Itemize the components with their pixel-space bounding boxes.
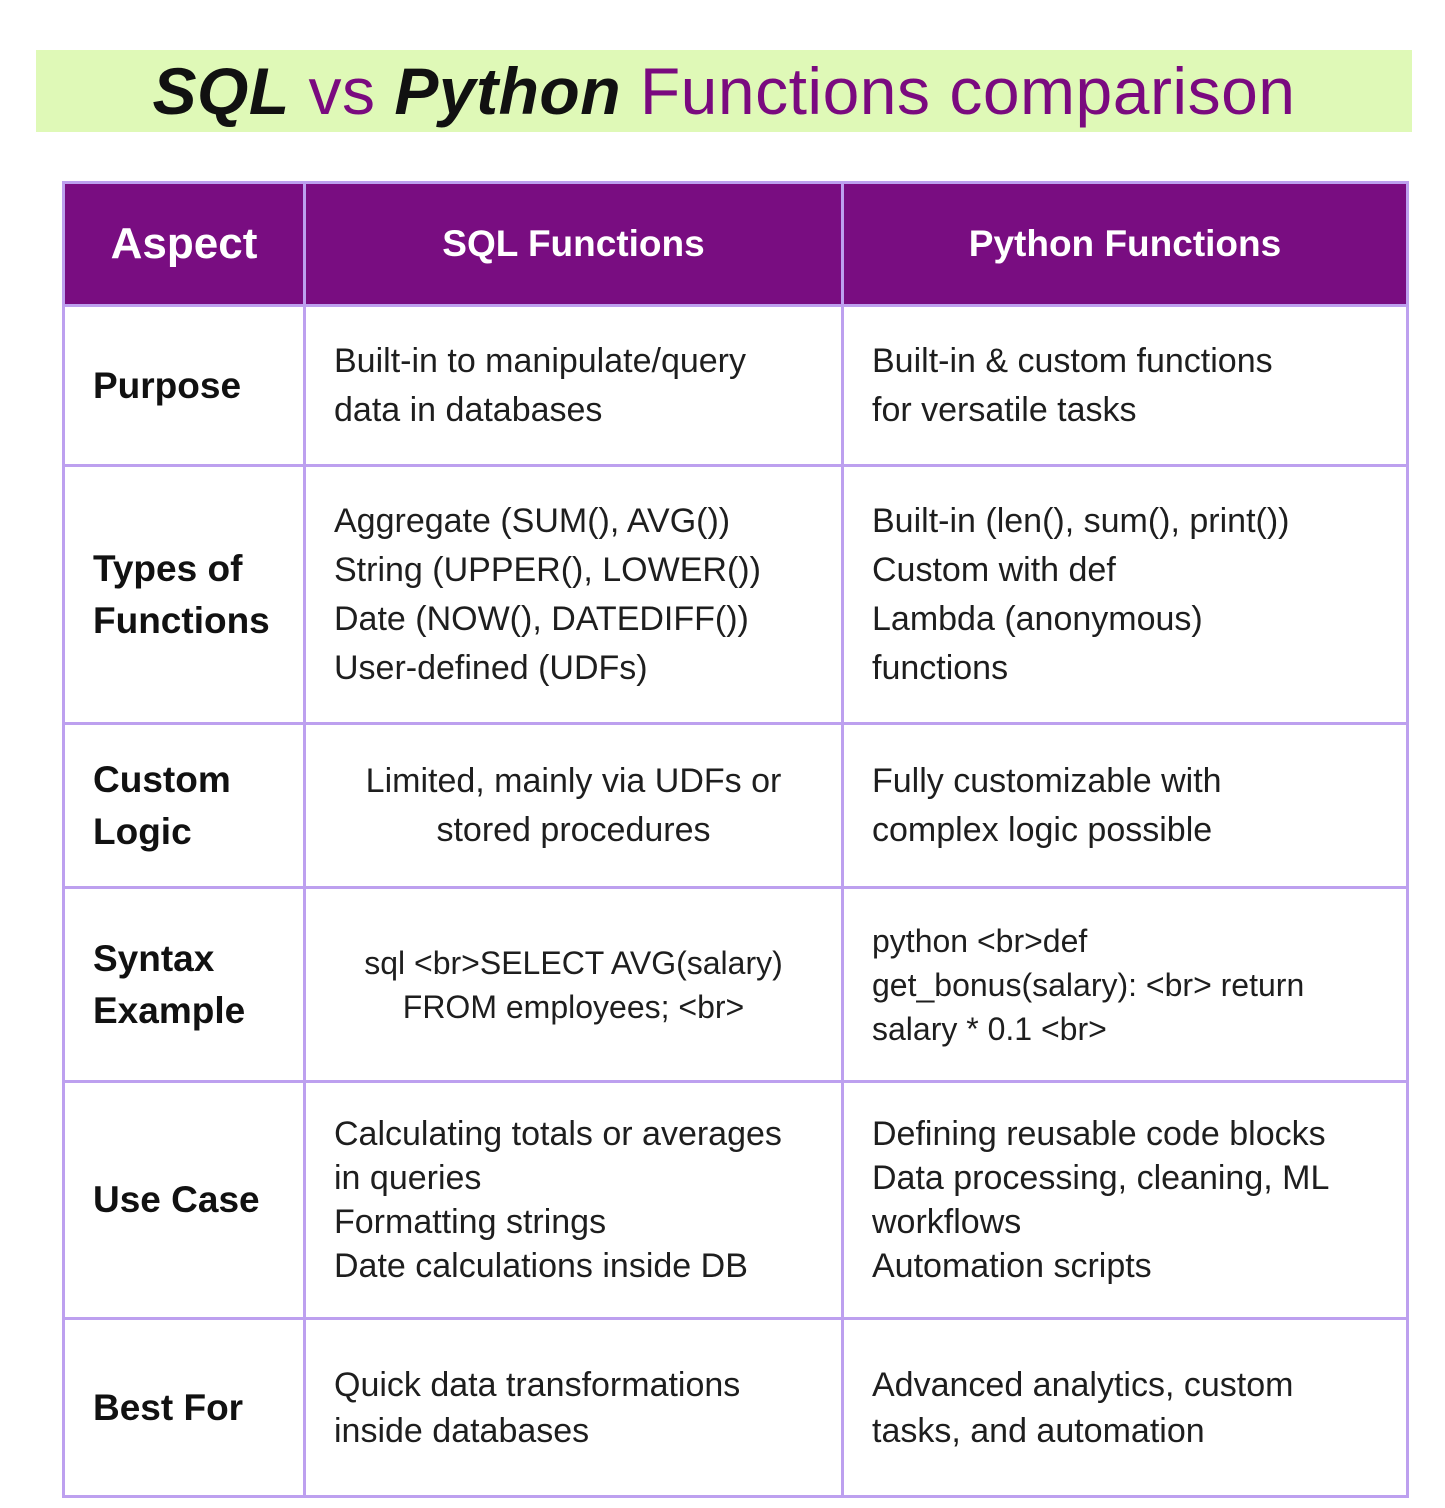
python-text: Lambda (anonymous): [872, 599, 1203, 638]
table-row: Use Case Calculating totals or averages …: [62, 1080, 1409, 1320]
sql-text: Quick data transformations: [334, 1365, 741, 1404]
python-text: functions: [872, 648, 1009, 687]
sql-text: Limited, mainly via UDFs or: [365, 761, 782, 800]
table-header-row: Aspect SQL Functions Python Functions: [62, 181, 1409, 307]
python-text: Custom with def: [872, 550, 1116, 589]
sql-cell: Calculating totals or averages in querie…: [303, 1080, 844, 1320]
sql-text: User-defined (UDFs): [334, 648, 648, 687]
python-cell: python <br>def get_bonus(salary): <br> r…: [841, 886, 1409, 1083]
aspect-label: Best For: [93, 1386, 244, 1428]
python-text: complex logic possible: [872, 810, 1213, 849]
sql-text: in queries: [334, 1159, 482, 1197]
title-rest: Functions comparison: [621, 54, 1296, 128]
python-text: Defining reusable code blocks: [872, 1115, 1326, 1153]
aspect-label: Functions: [93, 599, 270, 641]
aspect-label: Example: [93, 989, 246, 1031]
table-row: Best For Quick data transformations insi…: [62, 1317, 1409, 1498]
python-text: Advanced analytics, custom: [872, 1365, 1294, 1404]
python-text: for versatile tasks: [872, 390, 1137, 429]
aspect-label: Custom: [93, 758, 231, 800]
python-cell: Defining reusable code blocks Data proce…: [841, 1080, 1409, 1320]
python-cell: Advanced analytics, custom tasks, and au…: [841, 1317, 1409, 1498]
python-text: Fully customizable with: [872, 761, 1222, 800]
sql-text: Built-in to manipulate/query: [334, 341, 747, 380]
table-row: Custom Logic Limited, mainly via UDFs or…: [62, 722, 1409, 889]
aspect-cell: Custom Logic: [62, 722, 306, 889]
sql-text: stored procedures: [436, 810, 711, 849]
table-row: Syntax Example sql <br>SELECT AVG(salary…: [62, 886, 1409, 1083]
sql-text: inside databases: [334, 1411, 590, 1450]
header-sql-functions: SQL Functions: [303, 181, 844, 307]
sql-code: sql <br>SELECT AVG(salary): [364, 944, 783, 981]
aspect-cell: Use Case: [62, 1080, 306, 1320]
python-text: tasks, and automation: [872, 1411, 1205, 1450]
sql-cell: sql <br>SELECT AVG(salary) FROM employee…: [303, 886, 844, 1083]
aspect-label: Purpose: [93, 364, 242, 406]
sql-cell: Limited, mainly via UDFs or stored proce…: [303, 722, 844, 889]
sql-text: String (UPPER(), LOWER()): [334, 550, 761, 589]
sql-text: Calculating totals or averages: [334, 1115, 782, 1153]
title-vs: vs: [289, 54, 395, 128]
title-python: Python: [394, 54, 622, 128]
python-text: Automation scripts: [872, 1247, 1152, 1285]
sql-text: Date calculations inside DB: [334, 1247, 748, 1285]
page-title: SQL vs Python Functions comparison: [153, 58, 1296, 124]
aspect-cell: Best For: [62, 1317, 306, 1498]
aspect-cell: Purpose: [62, 304, 306, 467]
python-code: get_bonus(salary): <br> return: [872, 966, 1305, 1003]
table-row: Types of Functions Aggregate (SUM(), AVG…: [62, 464, 1409, 725]
sql-text: Formatting strings: [334, 1203, 607, 1241]
python-text: Data processing, cleaning, ML: [872, 1159, 1330, 1197]
aspect-label: Types of: [93, 547, 243, 589]
sql-text: Date (NOW(), DATEDIFF()): [334, 599, 749, 638]
title-banner: SQL vs Python Functions comparison: [36, 50, 1412, 132]
sql-text: Aggregate (SUM(), AVG()): [334, 501, 731, 540]
table-row: Purpose Built-in to manipulate/query dat…: [62, 304, 1409, 467]
sql-text: data in databases: [334, 390, 603, 429]
python-cell: Fully customizable with complex logic po…: [841, 722, 1409, 889]
sql-cell: Built-in to manipulate/query data in dat…: [303, 304, 844, 467]
python-text: Built-in (len(), sum(), print()): [872, 501, 1290, 540]
python-code: salary * 0.1 <br>: [872, 1010, 1107, 1047]
python-text: Built-in & custom functions: [872, 341, 1273, 380]
aspect-label: Logic: [93, 810, 192, 852]
sql-code: FROM employees; <br>: [402, 988, 745, 1025]
aspect-label: Use Case: [93, 1179, 260, 1220]
aspect-label: Syntax: [93, 937, 215, 979]
sql-cell: Aggregate (SUM(), AVG()) String (UPPER()…: [303, 464, 844, 725]
aspect-cell: Types of Functions: [62, 464, 306, 725]
header-aspect: Aspect: [62, 181, 306, 307]
python-code: python <br>def: [872, 922, 1088, 959]
python-cell: Built-in (len(), sum(), print()) Custom …: [841, 464, 1409, 725]
python-text: workflows: [872, 1203, 1022, 1241]
header-python-functions: Python Functions: [841, 181, 1409, 307]
sql-cell: Quick data transformations inside databa…: [303, 1317, 844, 1498]
comparison-table: Aspect SQL Functions Python Functions Pu…: [62, 181, 1409, 1498]
aspect-cell: Syntax Example: [62, 886, 306, 1083]
python-cell: Built-in & custom functions for versatil…: [841, 304, 1409, 467]
title-sql: SQL: [152, 54, 290, 128]
